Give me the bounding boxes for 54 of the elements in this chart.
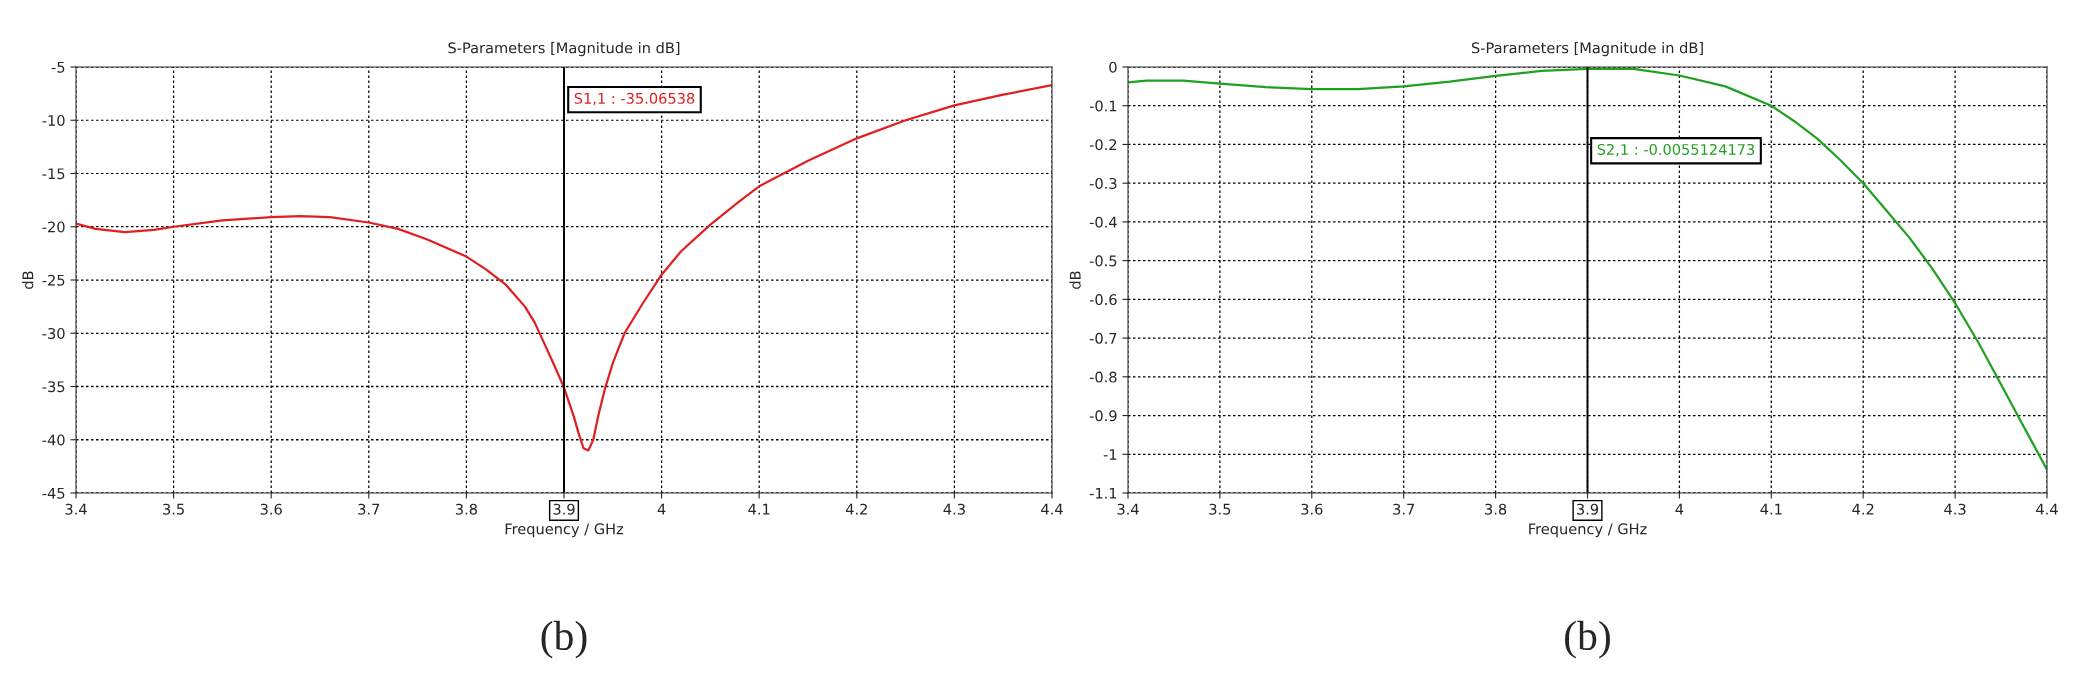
chart-title: S-Parameters [Magnitude in dB] <box>1471 42 1703 57</box>
line-series <box>76 83 1052 452</box>
y-tick-label: -0.1 <box>1089 100 1117 112</box>
x-tick-label: 4.1 <box>748 503 770 515</box>
y-tick-label: -35 <box>42 381 65 393</box>
x-tick-label: 4.4 <box>1041 503 1063 515</box>
x-tick-label: 4.2 <box>1852 503 1874 515</box>
y-tick-label: -0.6 <box>1089 294 1117 306</box>
x-tick-label: 3.8 <box>455 503 477 515</box>
x-tick-label: 3.5 <box>1209 503 1231 515</box>
x-tick-label: 3.7 <box>1393 503 1415 515</box>
y-tick-label: -0.2 <box>1089 139 1117 151</box>
y-axis-title: dB <box>1069 271 1081 289</box>
annotation: S2,1 : -0.0055124173 <box>1597 143 1755 157</box>
x-axis-title: Frequency / GHz <box>505 523 624 538</box>
x-tick-label: 4 <box>657 503 666 515</box>
y-tick-label: -45 <box>42 487 65 499</box>
y-tick-label: -15 <box>42 168 65 180</box>
y-tick-label: -0.8 <box>1089 371 1117 383</box>
y-tick-label: -40 <box>42 434 65 446</box>
x-tick-label: 4.3 <box>943 503 965 515</box>
x-tick-label: 3.4 <box>1117 503 1139 515</box>
y-tick-label: -25 <box>42 274 65 286</box>
x-tick-label: 3.5 <box>163 503 184 515</box>
y-tick-label: -10 <box>42 114 65 126</box>
x-tick-label: 3.4 <box>65 503 87 515</box>
x-tick-label: 4 <box>1675 503 1684 515</box>
x-tick-label: 4.3 <box>1944 503 1966 515</box>
x-tick-label: 3.9 <box>553 503 575 515</box>
y-tick-label: -0.4 <box>1089 216 1117 228</box>
x-tick-label: 3.7 <box>358 503 380 515</box>
x-tick-label: 3.8 <box>1485 503 1507 515</box>
y-tick-label: -0.5 <box>1089 255 1117 267</box>
y-tick-label: -0.9 <box>1089 410 1117 422</box>
annotation: S1,1 : -35.06538 <box>574 92 695 106</box>
y-tick-label: -0.7 <box>1089 332 1117 344</box>
x-axis-title: Frequency / GHz <box>1529 523 1647 538</box>
chart-title: S-Parameters [Magnitude in dB] <box>448 42 680 57</box>
y-tick-label: -5 <box>51 61 65 73</box>
x-tick-label: 3.6 <box>1301 503 1323 515</box>
text: (b) <box>541 620 587 659</box>
x-tick-label: 4.1 <box>1760 503 1782 515</box>
x-tick-label: 3.6 <box>260 503 282 515</box>
y-axis-title: dB <box>22 271 34 289</box>
y-tick-label: -30 <box>42 327 65 339</box>
text: (b) <box>1565 620 1610 659</box>
y-tick-label: -1.1 <box>1089 487 1117 499</box>
y-tick-label: 0 <box>1109 61 1117 73</box>
x-tick-label: 4.4 <box>2036 503 2058 515</box>
y-tick-label: -20 <box>42 221 65 233</box>
y-tick-label: -1 <box>1103 449 1117 460</box>
x-tick-label: 4.2 <box>845 503 867 515</box>
y-tick-label: -0.3 <box>1089 177 1117 189</box>
x-tick-label: 3.9 <box>1577 503 1599 515</box>
